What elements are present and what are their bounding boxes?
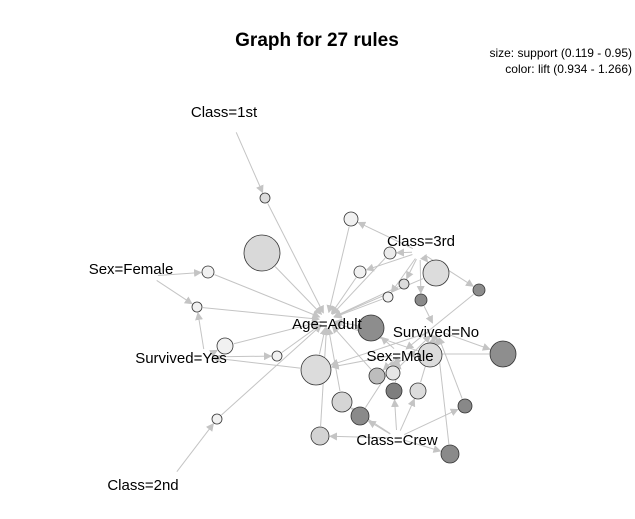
edge bbox=[331, 257, 386, 315]
rule-node-layer bbox=[191, 192, 517, 464]
edge bbox=[326, 226, 350, 314]
rule-node bbox=[271, 350, 283, 362]
rule-node bbox=[201, 265, 215, 279]
edge bbox=[156, 279, 193, 305]
item-label-class-crew: Class=Crew bbox=[356, 432, 437, 449]
edge bbox=[211, 354, 301, 369]
edge bbox=[235, 132, 264, 194]
edge bbox=[420, 253, 429, 263]
rule-node bbox=[409, 382, 427, 400]
item-label-sex-male: Sex=Male bbox=[366, 348, 433, 365]
edge bbox=[328, 432, 390, 441]
item-label-age-adult: Age=Adult bbox=[292, 316, 362, 333]
rule-node bbox=[211, 413, 223, 425]
rule-node bbox=[259, 192, 271, 204]
edge bbox=[202, 307, 321, 323]
edge bbox=[330, 332, 429, 367]
rule-node bbox=[343, 211, 359, 227]
rule-node bbox=[457, 398, 473, 414]
edge bbox=[333, 298, 383, 319]
edge bbox=[212, 352, 273, 361]
rule-node bbox=[385, 365, 401, 381]
edge bbox=[404, 439, 442, 453]
rule-node bbox=[243, 234, 281, 272]
edge bbox=[437, 336, 463, 399]
legend-size: size: support (0.119 - 0.95) bbox=[489, 46, 632, 60]
edge bbox=[390, 258, 416, 293]
edge bbox=[404, 408, 459, 436]
item-label-class-2nd: Class=2nd bbox=[107, 477, 178, 494]
edge-layer bbox=[156, 132, 491, 472]
edge bbox=[330, 355, 393, 370]
rule-node bbox=[417, 342, 443, 368]
edge bbox=[406, 258, 417, 280]
edge bbox=[331, 325, 372, 370]
edge bbox=[176, 422, 214, 472]
edge bbox=[391, 398, 400, 431]
edge bbox=[157, 268, 203, 277]
edge bbox=[405, 294, 474, 350]
rule-node bbox=[331, 391, 353, 413]
edge bbox=[267, 203, 324, 314]
rule-node bbox=[353, 265, 367, 279]
edge bbox=[423, 306, 433, 324]
edge bbox=[367, 420, 391, 435]
rule-node bbox=[300, 354, 332, 386]
edge bbox=[398, 334, 432, 368]
rule-node bbox=[414, 293, 428, 307]
rule-node bbox=[385, 382, 403, 400]
rule-node bbox=[350, 406, 370, 426]
rule-node bbox=[489, 340, 517, 368]
rule-node bbox=[368, 367, 386, 385]
rule-node bbox=[383, 246, 397, 260]
edge bbox=[195, 311, 205, 350]
rule-node bbox=[422, 259, 450, 287]
edge bbox=[365, 254, 413, 272]
item-label-class-3rd: Class=3rd bbox=[387, 233, 455, 250]
edge bbox=[443, 332, 491, 351]
edge bbox=[325, 326, 341, 392]
item-label-sex-female: Sex=Female bbox=[89, 261, 174, 278]
legend-color: color: lift (0.934 - 1.266) bbox=[505, 62, 632, 76]
item-label-survived-no: Survived=No bbox=[393, 324, 479, 341]
rule-node bbox=[191, 301, 203, 313]
item-label-class-1st: Class=1st bbox=[191, 104, 258, 121]
edge bbox=[416, 259, 425, 295]
edge bbox=[399, 398, 416, 431]
rule-node bbox=[398, 278, 410, 290]
rule-node bbox=[357, 314, 385, 342]
edge bbox=[221, 324, 322, 416]
edge bbox=[333, 286, 399, 318]
edge bbox=[214, 274, 321, 319]
item-label-layer: Class=1st Class=3rd Sex=Female Age=Adult… bbox=[89, 104, 479, 494]
edge bbox=[395, 248, 413, 257]
graph-title: Graph for 27 rules bbox=[235, 30, 399, 51]
rule-node bbox=[382, 291, 394, 303]
item-label-survived-yes: Survived=Yes bbox=[135, 350, 227, 367]
rule-node bbox=[440, 444, 460, 464]
rule-node bbox=[216, 337, 234, 355]
edge bbox=[233, 319, 321, 345]
edge bbox=[274, 266, 323, 315]
edge bbox=[209, 349, 218, 358]
rule-node bbox=[310, 426, 330, 446]
rule-node bbox=[472, 283, 486, 297]
edge bbox=[357, 221, 413, 249]
